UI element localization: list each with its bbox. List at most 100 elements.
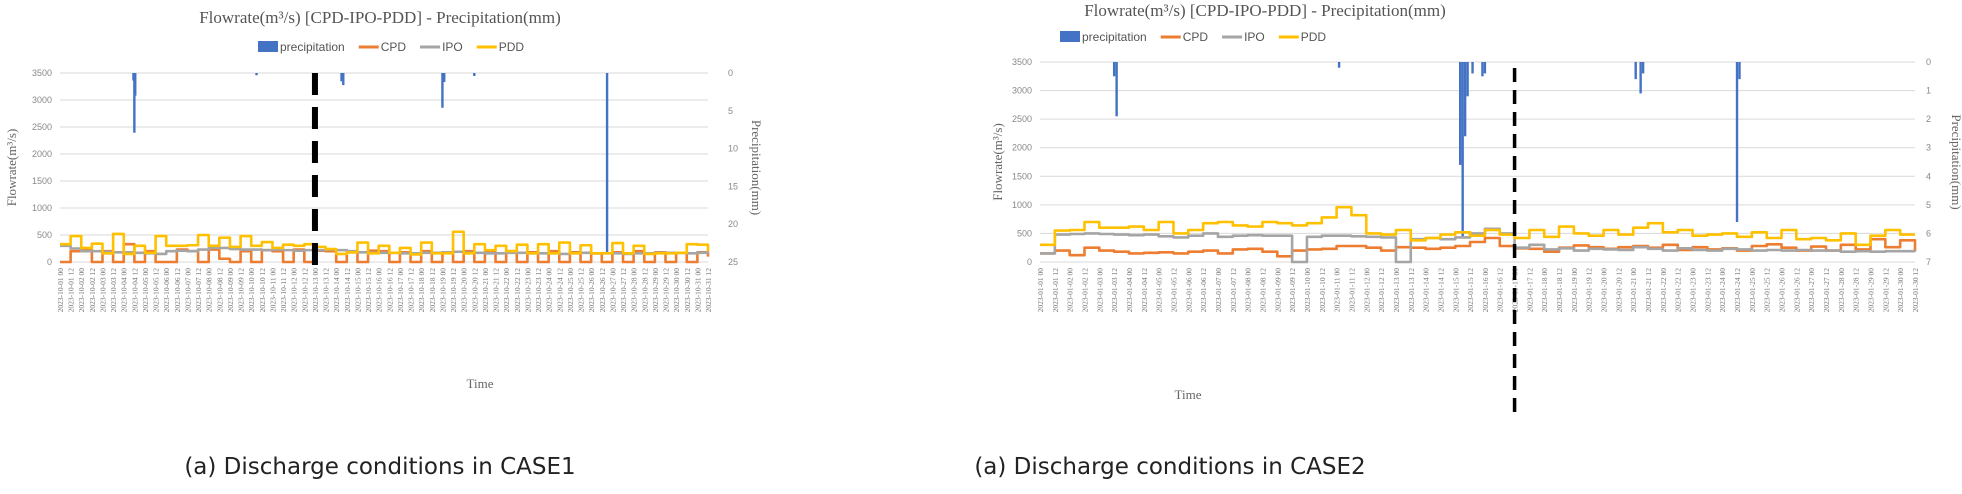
y-tick-label: 3000 — [32, 95, 52, 105]
x-tick-label: 2023-01-26 00 — [1778, 268, 1787, 313]
y2-tick-label: 20 — [728, 219, 738, 229]
y-tick-label: 1500 — [32, 176, 52, 186]
x-tick-label: 2023-10-24 00 — [545, 268, 554, 313]
series-line-cpd — [1040, 236, 1917, 258]
precipitation-bar — [1337, 62, 1341, 68]
x-tick-label: 2023-10-15 00 — [353, 268, 362, 313]
y2-axis-title: Precipitation(mm) — [749, 120, 764, 215]
x-tick-label: 2023-10-20 00 — [460, 268, 469, 313]
y-tick-label: 3500 — [32, 68, 52, 78]
x-tick-label: 2023-01-28 00 — [1837, 268, 1846, 313]
legend-label-ipo: IPO — [1244, 30, 1265, 44]
y-axis-title: Flowrate(m³/s) — [990, 123, 1005, 201]
x-tick-label: 2023-01-20 12 — [1614, 268, 1623, 313]
x-tick-label: 2023-01-24 12 — [1733, 268, 1742, 313]
x-tick-label: 2023-01-05 00 — [1155, 268, 1164, 313]
x-tick-label: 2023-10-27 00 — [608, 268, 617, 313]
legend-label-precipitation: precipitation — [1082, 30, 1147, 44]
x-tick-label: 2023-01-04 12 — [1140, 268, 1149, 313]
precipitation-bar — [1471, 62, 1474, 74]
x-tick-label: 2023-10-02 00 — [77, 268, 86, 313]
x-tick-label: 2023-01-12 12 — [1377, 268, 1386, 313]
x-tick-label: 2023-01-11 00 — [1333, 268, 1342, 312]
figure-caption: (a) Discharge conditions in CASE1 — [184, 454, 575, 480]
precipitation-bar — [1738, 62, 1741, 80]
precipitation-bar — [605, 73, 609, 255]
x-tick-label: 2023-10-15 12 — [364, 268, 373, 313]
legend-label-cpd: CPD — [1183, 30, 1209, 44]
x-tick-label: 2023-10-04 00 — [120, 268, 129, 313]
x-tick-label: 2023-10-29 12 — [662, 268, 671, 313]
x-tick-label: 2023-10-18 12 — [428, 268, 437, 313]
x-tick-label: 2023-10-21 12 — [492, 268, 501, 313]
precipitation-bar — [1639, 62, 1642, 94]
precipitation-bar — [1112, 62, 1116, 77]
precipitation-bar — [473, 73, 476, 77]
x-tick-label: 2023-01-08 12 — [1258, 268, 1267, 313]
x-tick-label: 2023-10-28 12 — [640, 268, 649, 313]
x-tick-label: 2023-10-11 12 — [279, 268, 288, 312]
y2-axis-title: Precipitation(mm) — [1949, 114, 1962, 209]
y2-tick-label: 2 — [1926, 114, 1931, 124]
x-tick-label: 2023-01-19 12 — [1585, 268, 1594, 313]
y2-tick-label: 3 — [1926, 143, 1931, 153]
legend-label-precipitation: precipitation — [280, 40, 345, 54]
x-tick-label: 2023-01-18 12 — [1555, 268, 1564, 313]
x-tick-label: 2023-01-25 12 — [1763, 268, 1772, 313]
x-tick-label: 2023-01-01 12 — [1051, 268, 1060, 313]
x-tick-label: 2023-10-08 12 — [215, 268, 224, 313]
precipitation-bar — [1735, 62, 1739, 222]
x-tick-label: 2023-10-20 12 — [470, 268, 479, 313]
x-tick-label: 2023-01-22 00 — [1659, 268, 1668, 313]
x-tick-label: 2023-01-21 00 — [1629, 268, 1638, 313]
y-tick-label: 1000 — [32, 203, 52, 213]
precipitation-bar — [1458, 62, 1462, 165]
x-tick-label: 2023-10-19 12 — [449, 268, 458, 313]
x-tick-label: 2023-01-21 12 — [1644, 268, 1653, 313]
x-tick-label: 2023-10-16 12 — [385, 268, 394, 313]
x-tick-label: 2023-01-16 12 — [1496, 268, 1505, 313]
x-tick-label: 2023-10-02 12 — [88, 268, 97, 313]
precipitation-bar — [1463, 62, 1467, 137]
x-tick-label: 2023-10-06 12 — [173, 268, 182, 313]
y2-tick-label: 5 — [1926, 200, 1931, 210]
x-tick-label: 2023-10-01 12 — [67, 268, 76, 313]
x-tick-label: 2023-01-30 12 — [1911, 268, 1920, 313]
x-tick-label: 2023-10-24 12 — [555, 268, 564, 313]
x-tick-label: 2023-01-29 12 — [1881, 268, 1890, 313]
y2-tick-label: 0 — [728, 68, 733, 78]
y2-tick-label: 10 — [728, 144, 738, 154]
x-tick-label: 2023-10-18 00 — [417, 268, 426, 313]
x-tick-label: 2023-10-09 12 — [237, 268, 246, 313]
x-tick-label: 2023-01-14 12 — [1436, 268, 1445, 313]
x-tick-label: 2023-01-09 00 — [1273, 268, 1282, 313]
chart-title: Flowrate(m³/s) [CPD-IPO-PDD] - Precipita… — [1084, 1, 1446, 20]
chart-title: Flowrate(m³/s) [CPD-IPO-PDD] - Precipita… — [199, 8, 561, 27]
x-tick-label: 2023-10-28 00 — [630, 268, 639, 313]
x-tick-label: 2023-10-07 12 — [194, 268, 203, 313]
precipitation-bar — [1641, 62, 1645, 74]
x-tick-label: 2023-01-24 00 — [1718, 268, 1727, 313]
y-tick-label: 3500 — [1012, 57, 1032, 67]
precipitation-bar — [1634, 62, 1637, 80]
x-tick-label: 2023-01-07 00 — [1214, 268, 1223, 313]
x-tick-label: 2023-10-17 12 — [407, 268, 416, 313]
x-tick-label: 2023-01-07 12 — [1229, 268, 1238, 313]
x-tick-label: 2023-01-09 12 — [1288, 268, 1297, 313]
x-tick-label: 2023-10-25 12 — [577, 268, 586, 313]
y-tick-label: 2500 — [1012, 114, 1032, 124]
x-tick-label: 2023-01-01 00 — [1036, 268, 1045, 313]
series-line-pdd — [1040, 205, 1915, 247]
y-tick-label: 0 — [1027, 257, 1032, 267]
x-tick-label: 2023-10-11 00 — [268, 268, 277, 312]
y-tick-label: 3000 — [1012, 86, 1032, 96]
x-tick-label: 2023-10-07 00 — [183, 268, 192, 313]
precipitation-bar — [255, 73, 258, 76]
x-tick-label: 2023-01-02 00 — [1066, 268, 1075, 313]
legend-swatch-precipitation — [258, 41, 278, 52]
x-tick-label: 2023-01-19 00 — [1570, 268, 1579, 313]
x-tick-label: 2023-01-06 12 — [1199, 268, 1208, 313]
x-tick-label: 2023-10-31 00 — [693, 268, 702, 313]
precipitation-bar — [134, 73, 137, 96]
legend-label-pdd: PDD — [499, 40, 525, 54]
